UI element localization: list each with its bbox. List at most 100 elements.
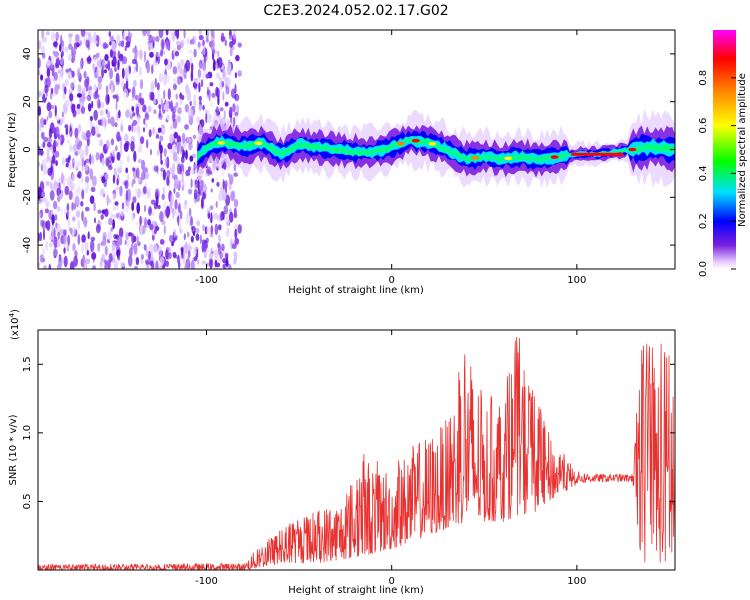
- noise-speckle: [174, 50, 180, 57]
- noise-speckle: [107, 60, 111, 71]
- noise-speckle: [197, 179, 200, 191]
- noise-speckle: [44, 208, 50, 214]
- noise-speckle: [110, 227, 114, 232]
- noise-speckle: [166, 38, 169, 50]
- noise-speckle: [236, 104, 240, 114]
- noise-speckle: [46, 141, 52, 148]
- noise-speckle: [233, 172, 238, 177]
- noise-speckle: [132, 167, 136, 172]
- noise-speckle: [215, 177, 218, 183]
- noise-speckle: [143, 127, 145, 133]
- noise-speckle: [209, 205, 214, 211]
- noise-speckle: [187, 137, 192, 144]
- noise-speckle: [69, 261, 75, 269]
- noise-speckle: [123, 88, 129, 100]
- noise-speckle: [93, 72, 99, 79]
- noise-speckle: [177, 141, 181, 148]
- noise-speckle: [195, 227, 200, 234]
- noise-speckle: [198, 30, 202, 36]
- noise-speckle: [112, 205, 116, 212]
- noise-speckle: [46, 148, 50, 161]
- noise-speckle: [210, 247, 213, 253]
- noise-speckle: [49, 86, 52, 92]
- snr-frame: [37, 329, 676, 571]
- noise-speckle: [56, 223, 61, 236]
- noise-speckle: [140, 224, 143, 237]
- noise-speckle: [60, 207, 63, 217]
- noise-speckle: [169, 234, 174, 243]
- noise-speckle: [102, 42, 108, 50]
- noise-speckle: [227, 78, 232, 86]
- noise-speckle: [183, 30, 186, 39]
- noise-speckle: [214, 249, 219, 260]
- noise-speckle: [190, 178, 193, 189]
- noise-speckle: [83, 261, 88, 269]
- noise-speckle: [54, 214, 58, 221]
- y-tick-label: 20: [22, 95, 33, 108]
- noise-speckle: [181, 181, 184, 186]
- noise-speckle: [76, 93, 82, 98]
- noise-speckle: [126, 174, 130, 181]
- noise-speckle: [200, 179, 204, 192]
- noise-speckle: [161, 193, 165, 200]
- noise-speckle: [232, 30, 237, 40]
- noise-speckle: [114, 201, 119, 206]
- noise-speckle: [203, 172, 209, 178]
- noise-speckle: [48, 146, 54, 153]
- noise-speckle: [52, 50, 56, 55]
- noise-speckle: [232, 243, 237, 250]
- noise-speckle: [101, 101, 105, 109]
- noise-speckle: [90, 186, 96, 193]
- noise-speckle: [187, 249, 191, 259]
- noise-speckle: [214, 223, 219, 236]
- noise-speckle: [84, 187, 89, 194]
- noise-speckle: [173, 178, 179, 190]
- noise-speckle: [49, 190, 55, 201]
- x-tick-label: 100: [567, 576, 586, 587]
- noise-speckle: [225, 194, 231, 207]
- noise-speckle: [99, 109, 104, 117]
- noise-speckle: [144, 50, 146, 63]
- noise-speckle: [202, 104, 205, 111]
- noise-speckle: [38, 91, 41, 97]
- noise-speckle: [89, 120, 93, 128]
- noise-speckle: [85, 206, 90, 212]
- noise-speckle: [181, 170, 184, 180]
- noise-speckle: [53, 227, 56, 239]
- noise-speckle: [93, 83, 97, 92]
- noise-speckle: [59, 67, 64, 78]
- noise-speckle: [39, 254, 44, 263]
- noise-speckle: [181, 132, 186, 144]
- noise-speckle: [162, 186, 165, 195]
- noise-speckle: [225, 228, 230, 238]
- noise-speckle: [180, 247, 184, 256]
- noise-speckle: [186, 212, 189, 224]
- noise-speckle: [141, 254, 144, 260]
- noise-speckle: [119, 185, 123, 193]
- noise-speckle: [71, 70, 75, 78]
- noise-speckle: [115, 102, 118, 110]
- noise-speckle: [88, 55, 91, 63]
- noise-speckle: [89, 115, 93, 122]
- noise-speckle: [149, 51, 154, 58]
- noise-speckle: [158, 30, 164, 39]
- signal-peak: [471, 156, 479, 160]
- noise-speckle: [186, 243, 192, 250]
- noise-speckle: [46, 102, 52, 112]
- noise-speckle: [108, 217, 113, 226]
- noise-speckle: [158, 72, 164, 83]
- noise-speckle: [69, 144, 73, 153]
- noise-speckle: [51, 31, 55, 42]
- noise-speckle: [133, 68, 136, 74]
- noise-speckle: [210, 224, 213, 235]
- noise-speckle: [117, 173, 120, 185]
- noise-speckle: [151, 64, 154, 75]
- noise-speckle: [54, 52, 59, 60]
- noise-speckle: [153, 98, 156, 105]
- noise-speckle: [69, 93, 74, 102]
- noise-speckle: [230, 191, 235, 202]
- noise-speckle: [170, 125, 173, 130]
- noise-speckle: [225, 86, 230, 95]
- noise-speckle: [150, 80, 155, 93]
